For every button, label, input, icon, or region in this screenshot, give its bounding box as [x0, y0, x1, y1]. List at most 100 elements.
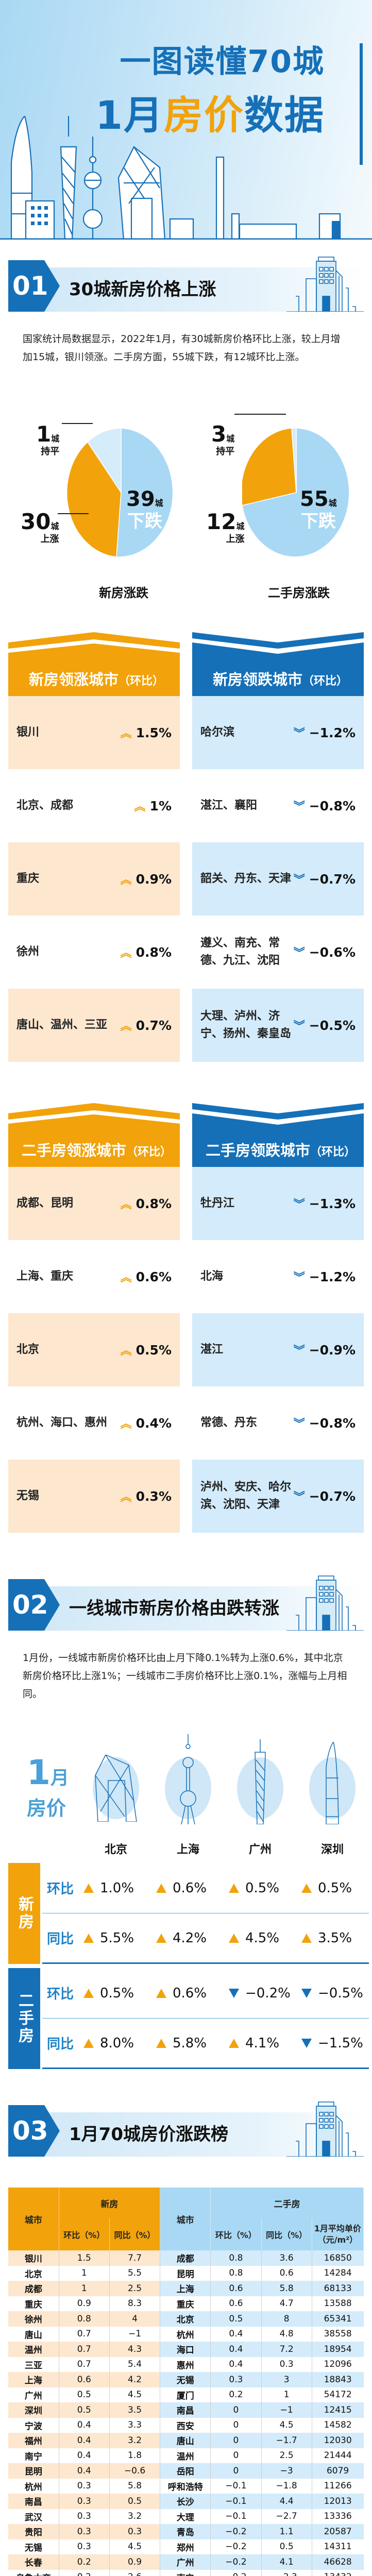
cell-second-yoy: −2.7: [261, 2509, 312, 2524]
group-label: 新房: [8, 1863, 40, 1964]
cell-new-mom: 0.3: [59, 2494, 110, 2509]
cell-second-yoy: −3: [261, 2463, 312, 2479]
leader-cities: 北海: [200, 1270, 224, 1283]
leader-value: ︽ 0.8%: [120, 1196, 172, 1212]
roof-header-up: 二手房领涨城市（环比）: [8, 1103, 180, 1167]
cell-second-avg-price: 38558: [324, 2329, 352, 2340]
leader-value: ︾ −0.7%: [293, 1488, 356, 1504]
cell-second-city: 杭州: [160, 2326, 211, 2342]
cell-second-city: 海口: [160, 2342, 211, 2357]
leader-cities: 牡丹江: [200, 1197, 235, 1210]
table-row: 乌鲁木齐0.22.6南宁−0.2−2.313432: [8, 2569, 364, 2576]
cell-second-yoy: 4.4: [261, 2494, 312, 2509]
leader-cities: 唐山、温州、三亚: [16, 1019, 108, 1031]
cell-second-yoy: 5.8: [261, 2281, 312, 2296]
cell-new-city: 武汉: [8, 2509, 59, 2524]
cell-new-yoy: 0.5: [109, 2494, 161, 2509]
hero-title-line1: 一图读懂70城: [120, 44, 325, 80]
cell-new-city: 三亚: [8, 2357, 59, 2372]
leader-row: 湛江、襄阳 ︾ −0.8%: [192, 769, 364, 842]
cell-second-mom: 0.8: [210, 2250, 262, 2266]
cell-second-city: 北京: [160, 2311, 211, 2327]
cell-second-avg-price: 16850: [312, 2250, 364, 2266]
leader-row: 杭州、海口、惠州 ︽ 0.4%: [8, 1386, 180, 1460]
cell-second-yoy: 4.7: [261, 2296, 312, 2311]
leader-cities: 北京、成都: [16, 799, 74, 812]
pie-second-up-label: 12城 上涨: [206, 509, 245, 545]
cell-new-city: 福州: [8, 2433, 59, 2448]
new-up-title: 新房领涨城市（环比）: [29, 671, 164, 688]
city-guangzhou: 广州: [232, 1734, 289, 1856]
leader-row: 哈尔滨 ︾ −1.2%: [192, 696, 364, 769]
table-row: 无锡 0.3 4.5 郑州 −0.2 0.5 14311: [8, 2539, 364, 2554]
cell-second-avg-price: 12415: [312, 2402, 364, 2418]
leader-row: 湛江 ︾ −0.9%: [192, 1313, 364, 1386]
cell-new-city: 贵阳: [8, 2524, 59, 2539]
sec-up-column: 二手房领涨城市（环比） 成都、昆明 ︽ 0.8% 上海、重庆 ︽ 0.6% 北京 ︽ 0.5% 杭…: [8, 1103, 180, 1533]
section-02-header: 02 一线城市新房价格由跌转涨: [8, 1575, 364, 1631]
leader-value: ︾ −0.8%: [293, 798, 356, 814]
sec-down-title: 二手房领跌城市（环比）: [206, 1142, 356, 1159]
cell-new-yoy: −0.6: [109, 2463, 161, 2479]
col-group-second: 二手房: [210, 2188, 364, 2218]
hero-month: 1月: [95, 92, 164, 138]
leader-row: 大理、泸州、济宁、扬州、秦皇岛 ︾ −0.5%: [192, 989, 364, 1062]
table-row: 重庆 0.9 8.3 重庆 0.6 4.7 13588: [8, 2296, 364, 2311]
leader-row: 常德、丹东 ︾ −0.8%: [192, 1386, 364, 1460]
triangle-up-icon: [83, 1883, 94, 1893]
cell-new-yoy: 5.4: [109, 2357, 161, 2372]
double-chevron-down-icon: ︾: [293, 801, 305, 814]
leader-cities: 杭州、海口、惠州: [16, 1416, 108, 1429]
leader-row: 徐州 ︽ 0.8%: [8, 916, 180, 989]
leader-cities: 无锡: [16, 1489, 40, 1502]
leader-cities: 湛江、襄阳: [200, 799, 258, 812]
cell-new-city: 宁波: [8, 2417, 59, 2433]
hero-title: 一图读懂70城 1月房价数据: [95, 43, 325, 141]
cell-second-city: 岳阳: [160, 2463, 211, 2479]
table-row: 武汉 0.3 3.2 大理 −0.1 −2.7 13336: [8, 2509, 364, 2524]
cell-second-yoy: 3: [261, 2372, 312, 2387]
city-shenzhen: 深圳: [304, 1734, 361, 1856]
table-row: 贵阳 0.3 0.3 青岛 −0.2 1.1 20587: [8, 2524, 364, 2539]
hero-banner: 一图读懂70城 1月房价数据: [0, 0, 372, 240]
tier-cell: 4.1%: [224, 2036, 296, 2051]
table-row: 徐州 0.8 4 北京 0.5 8 65341: [8, 2311, 364, 2327]
cell-second-city: 无锡: [160, 2372, 211, 2387]
leader-line: [62, 423, 93, 424]
cell-second-city: 温州: [160, 2448, 211, 2463]
leader-row: 泸州、安庆、哈尔滨、沈阳、天津 ︾ −0.7%: [192, 1460, 364, 1533]
section-title: 1月70城房价涨跌榜: [69, 2124, 228, 2145]
table-row: 三亚 0.7 5.4 惠州 0.4 0.3 12096: [8, 2357, 364, 2372]
new-down-list: 哈尔滨 ︾ −1.2% 湛江、襄阳 ︾ −0.8% 韶关、丹东、天津 ︾ −0.7% 遵义、南充、…: [192, 696, 364, 1062]
leader-value: ︽ 1.5%: [120, 725, 172, 741]
double-chevron-up-icon: ︽: [120, 1198, 132, 1211]
section-title: 一线城市新房价格由跌转涨: [69, 1598, 279, 1619]
cell-new-mom: 1.5: [59, 2250, 110, 2266]
cell-second-mom: −0.2: [210, 2569, 262, 2576]
cell-second-avg-price: 6079: [312, 2463, 364, 2479]
roof-header-down: 新房领跌城市（环比）: [192, 632, 364, 696]
new-down-column: 新房领跌城市（环比） 哈尔滨 ︾ −1.2% 湛江、襄阳 ︾ −0.8% 韶关、丹东、天津 ︾…: [192, 632, 364, 1062]
col-sec-mom: 环比（%）: [210, 2218, 262, 2250]
double-chevron-down-icon: ︾: [293, 1272, 305, 1284]
cctv-tower-icon: [95, 1755, 137, 1822]
cell-new-city: 无锡: [8, 2539, 59, 2554]
leader-cities: 徐州: [16, 945, 40, 958]
cell-new-city: 昆明: [8, 2463, 59, 2479]
pearl-tower-icon: [180, 1734, 196, 1824]
cell-second-avg-price: 13432: [312, 2570, 363, 2576]
tier-cell: 0.5%: [224, 1880, 296, 1896]
cell-second-avg-price: 65341: [312, 2311, 364, 2327]
col-sec-yoy: 同比（%）: [261, 2218, 312, 2250]
col-city-second: 城市: [160, 2188, 211, 2250]
cell-second-yoy: −1: [261, 2402, 312, 2418]
leader-cities: 大理、泸州、济宁、扬州、秦皇岛: [200, 1010, 292, 1040]
double-chevron-down-icon: ︾: [293, 727, 305, 740]
cell-second-avg-price: 18954: [312, 2342, 364, 2357]
tier-cell: 4.2%: [151, 1930, 224, 1946]
double-chevron-up-icon: ︽: [120, 1272, 132, 1284]
ping-an-tower-icon: [326, 1742, 339, 1824]
month-label: 1月 房价: [27, 1753, 69, 1820]
triangle-down-icon: [301, 1988, 312, 1998]
